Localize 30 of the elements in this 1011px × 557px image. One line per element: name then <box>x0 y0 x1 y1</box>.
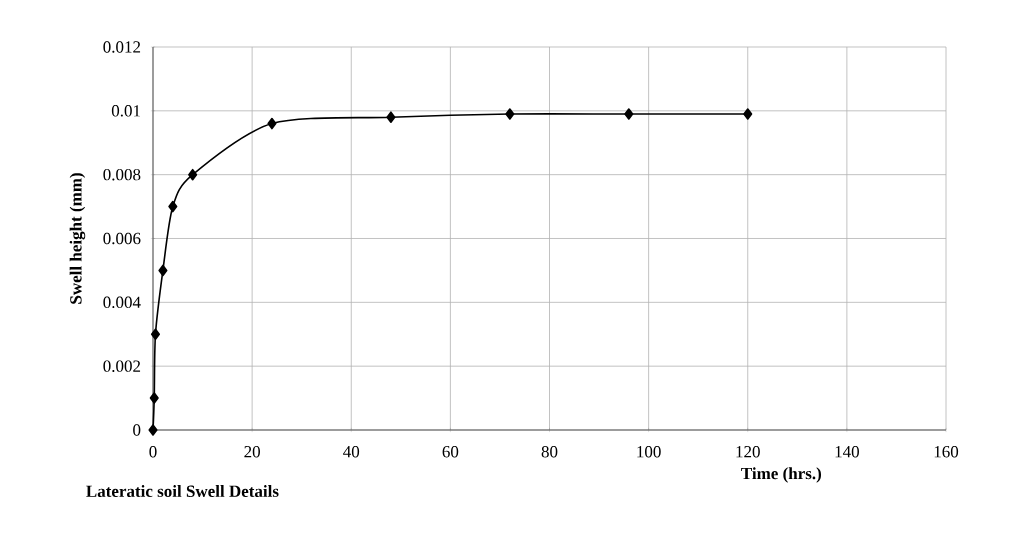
point <box>267 117 277 130</box>
x-tick-label: 120 <box>736 446 760 458</box>
point <box>150 328 161 341</box>
y-tick-label: 0.006 <box>103 232 141 245</box>
y-tick-label: 0 <box>133 424 141 436</box>
point <box>148 424 158 436</box>
x-tick-label: 160 <box>934 446 959 458</box>
point <box>505 108 515 120</box>
x-tick-label: 40 <box>343 446 360 458</box>
y-axis-title: Swell height (mm) <box>69 173 86 304</box>
y-tick-label: 0.008 <box>103 168 141 181</box>
point <box>158 264 168 277</box>
y-tick-label: 0.01 <box>111 105 140 117</box>
y-tick-label: 0.012 <box>103 41 141 53</box>
y-tick-label: 0.002 <box>103 360 141 372</box>
point <box>624 108 634 120</box>
text: Lateratic soil Swell Details <box>86 485 279 497</box>
point <box>168 200 178 213</box>
point <box>149 392 159 404</box>
x-tick-label: 100 <box>637 446 661 458</box>
point <box>743 108 753 120</box>
x-axis-title: Time (hrs.) <box>741 467 822 483</box>
x-tick-label: 60 <box>442 446 459 458</box>
x-tick-label: 80 <box>541 446 558 458</box>
point <box>386 111 396 124</box>
x-tick-label: 0 <box>149 446 157 458</box>
x-tick-label: 20 <box>244 446 260 458</box>
point <box>188 168 198 181</box>
x-tick-label: 140 <box>835 446 859 458</box>
y-tick-label: 0.004 <box>103 296 141 309</box>
